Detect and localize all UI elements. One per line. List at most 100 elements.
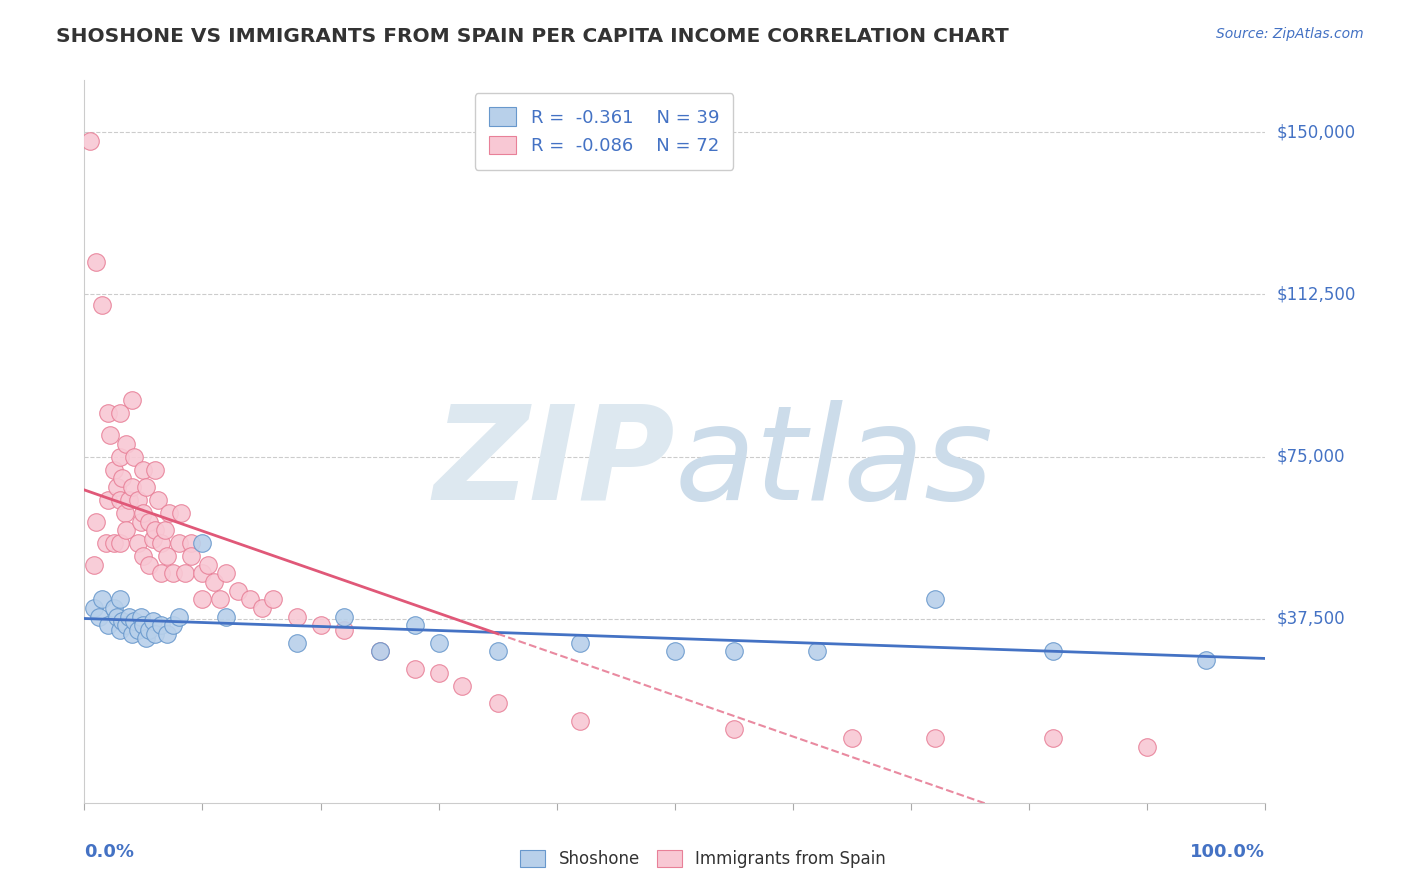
Point [209, 592, 232, 607]
Point [202, 575, 225, 590]
Point [239, 592, 262, 607]
Text: $150,000: $150,000 [1277, 123, 1355, 141]
Point [143, 463, 166, 477]
Point [132, 618, 155, 632]
Point [97, 618, 120, 632]
Point [1136, 739, 1159, 754]
Point [191, 566, 214, 581]
Point [262, 592, 284, 607]
Point [150, 566, 173, 581]
Point [153, 523, 176, 537]
Point [91, 592, 114, 607]
Point [285, 636, 308, 650]
Point [143, 523, 166, 537]
Point [924, 731, 946, 745]
Point [285, 609, 308, 624]
Point [118, 609, 141, 624]
Point [191, 536, 214, 550]
Point [103, 601, 125, 615]
Point [138, 558, 160, 572]
Point [451, 679, 474, 693]
Point [156, 549, 179, 564]
Point [170, 506, 193, 520]
Point [215, 609, 238, 624]
Point [108, 492, 131, 507]
Point [94, 536, 117, 550]
Point [114, 436, 136, 450]
Point [167, 609, 190, 624]
Point [162, 618, 184, 632]
Text: Source: ZipAtlas.com: Source: ZipAtlas.com [1216, 27, 1364, 41]
Point [723, 644, 745, 658]
Point [309, 618, 332, 632]
Point [83, 601, 105, 615]
Point [135, 632, 157, 646]
Point [127, 492, 149, 507]
Point [108, 406, 131, 420]
Point [84, 255, 107, 269]
Point [1195, 653, 1218, 667]
Point [98, 428, 121, 442]
Point [486, 696, 509, 710]
Point [333, 609, 356, 624]
Point [150, 536, 173, 550]
Point [121, 627, 143, 641]
Point [121, 480, 143, 494]
Point [1042, 644, 1064, 658]
Point [167, 536, 190, 550]
Point [108, 592, 131, 607]
Point [121, 393, 143, 408]
Point [132, 549, 155, 564]
Point [723, 723, 745, 737]
Point [569, 636, 592, 650]
Text: $37,500: $37,500 [1277, 610, 1346, 628]
Point [333, 623, 356, 637]
Point [142, 614, 165, 628]
Point [138, 515, 160, 529]
Point [156, 627, 179, 641]
Point [107, 480, 129, 494]
Point [132, 463, 155, 477]
Point [108, 623, 131, 637]
Point [114, 506, 136, 520]
Point [111, 471, 134, 485]
Point [250, 601, 273, 615]
Point [135, 480, 157, 494]
Point [180, 549, 202, 564]
Point [226, 583, 249, 598]
Point [91, 298, 114, 312]
Point [107, 609, 129, 624]
Point [486, 644, 509, 658]
Point [114, 618, 136, 632]
Text: ZIP: ZIP [433, 400, 675, 526]
Point [97, 492, 120, 507]
Point [122, 450, 145, 464]
Point [368, 644, 391, 658]
Text: $112,500: $112,500 [1277, 285, 1355, 303]
Point [569, 714, 592, 728]
Point [404, 662, 426, 676]
Point [103, 536, 125, 550]
Legend: R =  -0.361    N = 39, R =  -0.086    N = 72: R = -0.361 N = 39, R = -0.086 N = 72 [475, 93, 734, 169]
Point [150, 618, 173, 632]
Text: $75,000: $75,000 [1277, 448, 1346, 466]
Legend: Shoshone, Immigrants from Spain: Shoshone, Immigrants from Spain [513, 843, 893, 875]
Point [368, 644, 391, 658]
Point [1042, 731, 1064, 745]
Point [111, 614, 134, 628]
Point [79, 134, 101, 148]
Point [83, 558, 105, 572]
Point [142, 532, 165, 546]
Point [806, 644, 828, 658]
Point [129, 515, 152, 529]
Point [427, 636, 450, 650]
Point [173, 566, 195, 581]
Point [108, 450, 131, 464]
Text: atlas: atlas [675, 400, 994, 526]
Point [122, 614, 145, 628]
Point [924, 592, 946, 607]
Point [404, 618, 426, 632]
Point [132, 506, 155, 520]
Point [427, 665, 450, 680]
Point [129, 609, 152, 624]
